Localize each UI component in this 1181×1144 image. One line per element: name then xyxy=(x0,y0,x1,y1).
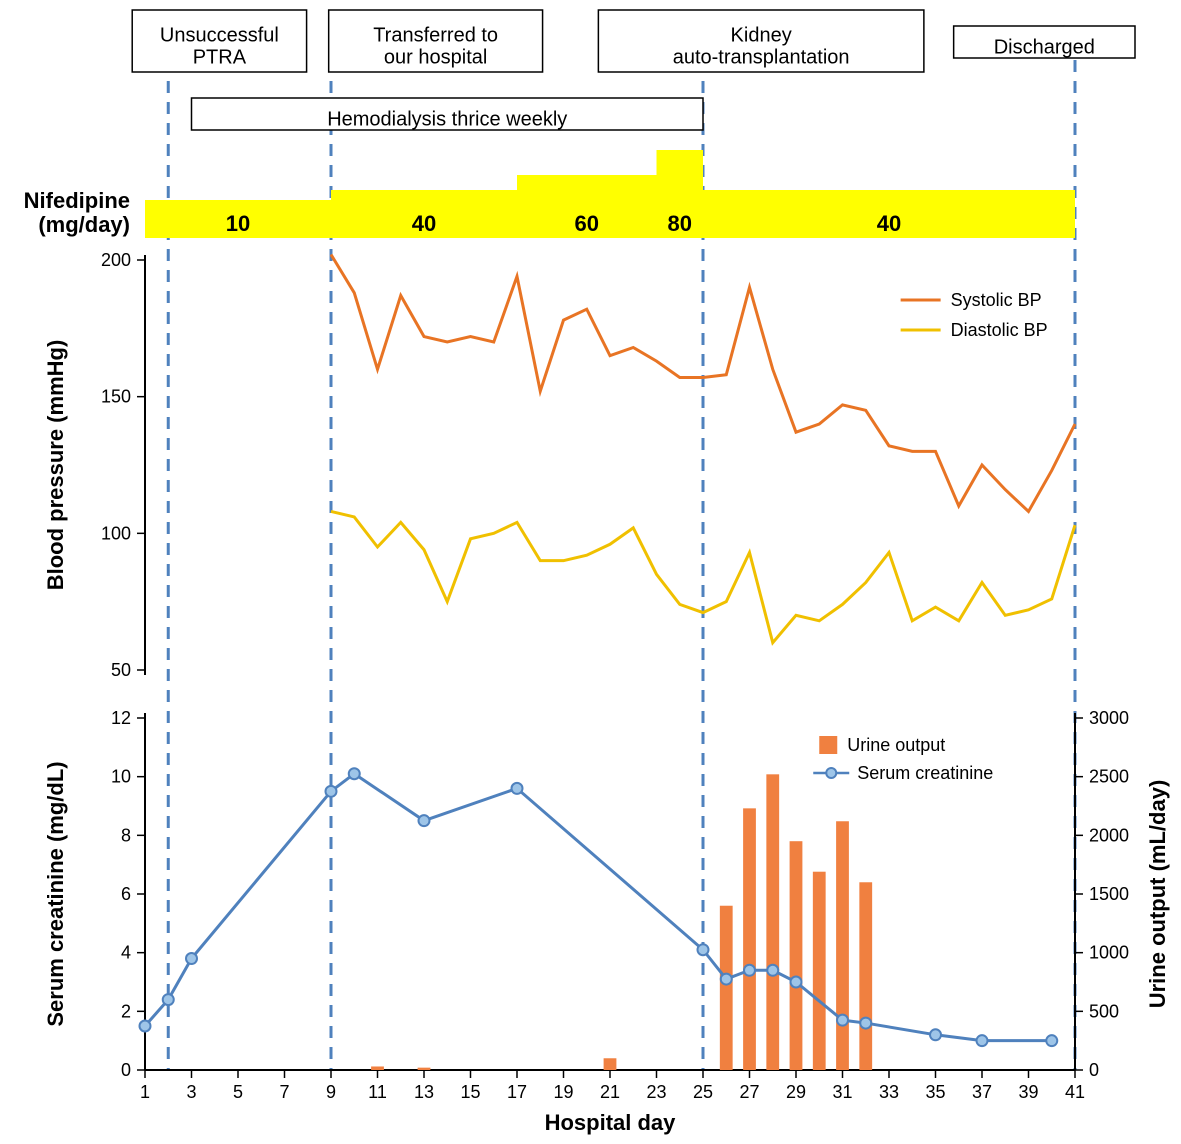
legend-swatch xyxy=(819,736,837,754)
event-label: Kidney xyxy=(731,24,792,46)
creat-ytick: 0 xyxy=(121,1060,131,1080)
creatinine-line xyxy=(145,774,1052,1041)
urine-ytick: 2000 xyxy=(1089,825,1129,845)
x-tick: 33 xyxy=(879,1082,899,1102)
x-tick: 13 xyxy=(414,1082,434,1102)
urine-ytick: 3000 xyxy=(1089,708,1129,728)
x-tick: 41 xyxy=(1065,1082,1085,1102)
x-tick: 19 xyxy=(553,1082,573,1102)
event-label: Hemodialysis thrice weekly xyxy=(327,108,567,130)
x-tick: 23 xyxy=(646,1082,666,1102)
creatinine-marker xyxy=(837,1015,848,1026)
creatinine-marker xyxy=(512,783,523,794)
creat-ytick: 8 xyxy=(121,825,131,845)
legend-marker xyxy=(826,768,836,778)
urine-bar xyxy=(418,1068,431,1070)
x-tick: 39 xyxy=(1018,1082,1038,1102)
creat-ytick: 4 xyxy=(121,943,131,963)
x-tick: 9 xyxy=(326,1082,336,1102)
bp-ytick: 100 xyxy=(101,523,131,543)
creat-ytick: 6 xyxy=(121,884,131,904)
creatinine-marker xyxy=(930,1029,941,1040)
creatinine-marker xyxy=(791,977,802,988)
urine-bar xyxy=(836,821,849,1070)
creatinine-marker xyxy=(349,768,360,779)
x-tick: 5 xyxy=(233,1082,243,1102)
urine-bar xyxy=(766,774,779,1070)
bp-ytick: 200 xyxy=(101,250,131,270)
legend-label: Serum creatinine xyxy=(857,763,993,783)
event-label: PTRA xyxy=(193,46,247,68)
event-label: auto-transplantation xyxy=(673,46,850,68)
urine-bar xyxy=(813,872,826,1070)
x-tick: 37 xyxy=(972,1082,992,1102)
x-tick: 29 xyxy=(786,1082,806,1102)
urine-ytick: 500 xyxy=(1089,1001,1119,1021)
creat-ytick: 10 xyxy=(111,767,131,787)
creatinine-marker xyxy=(140,1021,151,1032)
urine-y-label: Urine output (mL/day) xyxy=(1145,780,1170,1009)
clinical-timeline-chart: UnsuccessfulPTRA Transferred toour hospit… xyxy=(0,0,1181,1144)
creat-y-label: Serum creatinine (mg/dL) xyxy=(43,761,68,1026)
urine-bar xyxy=(371,1066,384,1070)
x-axis-label: Hospital day xyxy=(545,1110,677,1135)
bp-y-label: Blood pressure (mmHg) xyxy=(43,340,68,591)
creatinine-marker xyxy=(721,974,732,985)
creatinine-marker xyxy=(326,786,337,797)
creatinine-marker xyxy=(419,815,430,826)
nifedipine-dose: 80 xyxy=(668,211,692,236)
nifedipine-dose: 40 xyxy=(877,211,901,236)
creatinine-marker xyxy=(860,1018,871,1029)
urine-bar xyxy=(743,808,756,1070)
x-tick: 21 xyxy=(600,1082,620,1102)
event-label: Discharged xyxy=(994,36,1095,58)
x-tick: 1 xyxy=(140,1082,150,1102)
nifedipine-label-unit: (mg/day) xyxy=(38,212,130,237)
creatinine-marker xyxy=(698,944,709,955)
urine-bar xyxy=(790,841,803,1070)
x-tick: 3 xyxy=(186,1082,196,1102)
urine-bar xyxy=(604,1058,617,1070)
x-tick: 11 xyxy=(368,1082,387,1102)
event-label: our hospital xyxy=(384,46,487,68)
urine-ytick: 1000 xyxy=(1089,943,1129,963)
x-tick: 27 xyxy=(739,1082,759,1102)
creatinine-marker xyxy=(744,965,755,976)
urine-ytick: 1500 xyxy=(1089,884,1129,904)
x-tick: 35 xyxy=(925,1082,945,1102)
bp-ytick: 50 xyxy=(111,660,131,680)
creatinine-marker xyxy=(163,994,174,1005)
x-tick: 7 xyxy=(279,1082,289,1102)
urine-bar xyxy=(720,906,733,1070)
creatinine-marker xyxy=(977,1035,988,1046)
x-tick: 17 xyxy=(507,1082,527,1102)
legend-label: Urine output xyxy=(847,735,945,755)
creatinine-marker xyxy=(1046,1035,1057,1046)
urine-ytick: 0 xyxy=(1089,1060,1099,1080)
creat-ytick: 12 xyxy=(111,708,131,728)
nifedipine-dose: 10 xyxy=(226,211,250,236)
creat-ytick: 2 xyxy=(121,1001,131,1021)
nifedipine-label: Nifedipine xyxy=(24,188,130,213)
creatinine-marker xyxy=(186,953,197,964)
creatinine-marker xyxy=(767,965,778,976)
urine-bar xyxy=(859,882,872,1070)
nifedipine-dose: 40 xyxy=(412,211,436,236)
bp-ytick: 150 xyxy=(101,387,131,407)
x-tick: 25 xyxy=(693,1082,713,1102)
event-label: Transferred to xyxy=(373,24,498,46)
x-tick: 15 xyxy=(460,1082,480,1102)
urine-ytick: 2500 xyxy=(1089,767,1129,787)
chart-svg: UnsuccessfulPTRA Transferred toour hospit… xyxy=(0,0,1181,1144)
event-label: Unsuccessful xyxy=(160,24,279,46)
legend-label: Systolic BP xyxy=(951,290,1042,310)
legend-label: Diastolic BP xyxy=(951,320,1048,340)
nifedipine-dose: 60 xyxy=(575,211,599,236)
x-tick: 31 xyxy=(832,1082,852,1102)
